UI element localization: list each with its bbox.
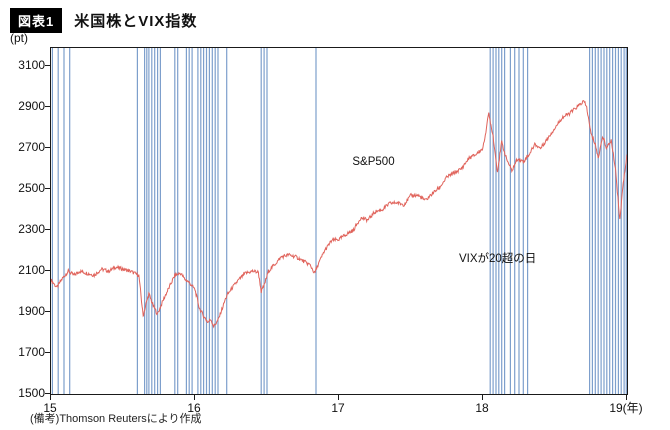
y-tick-label: 2100 [18, 263, 45, 278]
sp500-line [51, 100, 627, 329]
x-tick-label: 16 [187, 401, 201, 415]
y-tick-label: 2500 [18, 181, 45, 196]
x-tick-mark [626, 395, 627, 400]
plot-canvas [51, 48, 627, 394]
x-tick-label: 15 [43, 401, 57, 415]
x-tick-mark [194, 395, 195, 400]
y-tick-label: 2900 [18, 99, 45, 114]
x-tick-label: 19(年) [609, 401, 643, 415]
y-tick-label: 2300 [18, 222, 45, 237]
x-tick-label: 18 [475, 401, 489, 415]
y-tick-label: 1700 [18, 345, 45, 360]
plot-area [50, 47, 628, 395]
y-tick-mark [45, 270, 50, 272]
y-tick-label: 3100 [18, 58, 45, 73]
y-tick-mark [45, 147, 50, 149]
annotation-vix: VIXが20超の日 [458, 252, 537, 265]
figure-badge: 図表1 [10, 8, 63, 33]
chart-header: 図表1 米国株とVIX指数 [10, 8, 197, 33]
source-note: (備考)Thomson Reutersにより作成 [30, 413, 202, 425]
y-tick-mark [45, 65, 50, 67]
y-axis-unit-label: (pt) [10, 31, 28, 45]
y-tick-label: 1500 [18, 386, 45, 400]
x-tick-mark [338, 395, 339, 400]
y-tick-mark [45, 229, 50, 231]
vix-over20-day-lines [51, 48, 627, 394]
annotation-sp500: S&P500 [352, 155, 395, 168]
y-tick-mark [45, 188, 50, 190]
page-title: 米国株とVIX指数 [74, 13, 198, 30]
y-tick-mark [45, 393, 50, 394]
x-tick-mark [482, 395, 483, 400]
y-tick-mark [45, 311, 50, 313]
y-tick-label: 1900 [18, 304, 45, 319]
y-tick-mark [45, 352, 50, 354]
y-tick-mark [45, 106, 50, 108]
x-tick-label: 17 [331, 401, 345, 415]
y-tick-label: 2700 [18, 140, 45, 155]
x-tick-mark [50, 395, 51, 400]
